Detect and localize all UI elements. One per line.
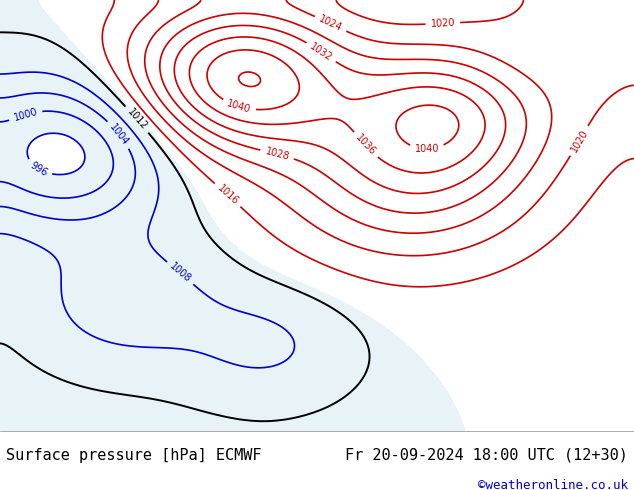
Text: 1024: 1024 (318, 14, 344, 34)
Text: 1020: 1020 (430, 18, 455, 29)
Text: 1028: 1028 (264, 147, 290, 162)
Text: 1032: 1032 (308, 41, 334, 63)
Text: 1012: 1012 (125, 107, 149, 132)
Text: 1036: 1036 (353, 133, 377, 158)
Text: Fr 20-09-2024 18:00 UTC (12+30): Fr 20-09-2024 18:00 UTC (12+30) (345, 448, 628, 463)
Text: Surface pressure [hPa] ECMWF: Surface pressure [hPa] ECMWF (6, 448, 262, 463)
Text: 996: 996 (29, 160, 49, 178)
Text: 1016: 1016 (215, 183, 240, 207)
Text: 1004: 1004 (108, 122, 131, 147)
Text: 1040: 1040 (415, 144, 439, 154)
Text: 1020: 1020 (569, 128, 590, 154)
Text: ©weatheronline.co.uk: ©weatheronline.co.uk (477, 479, 628, 490)
Text: 1040: 1040 (226, 98, 252, 115)
Text: 1000: 1000 (12, 106, 39, 123)
Text: 1008: 1008 (167, 261, 193, 285)
